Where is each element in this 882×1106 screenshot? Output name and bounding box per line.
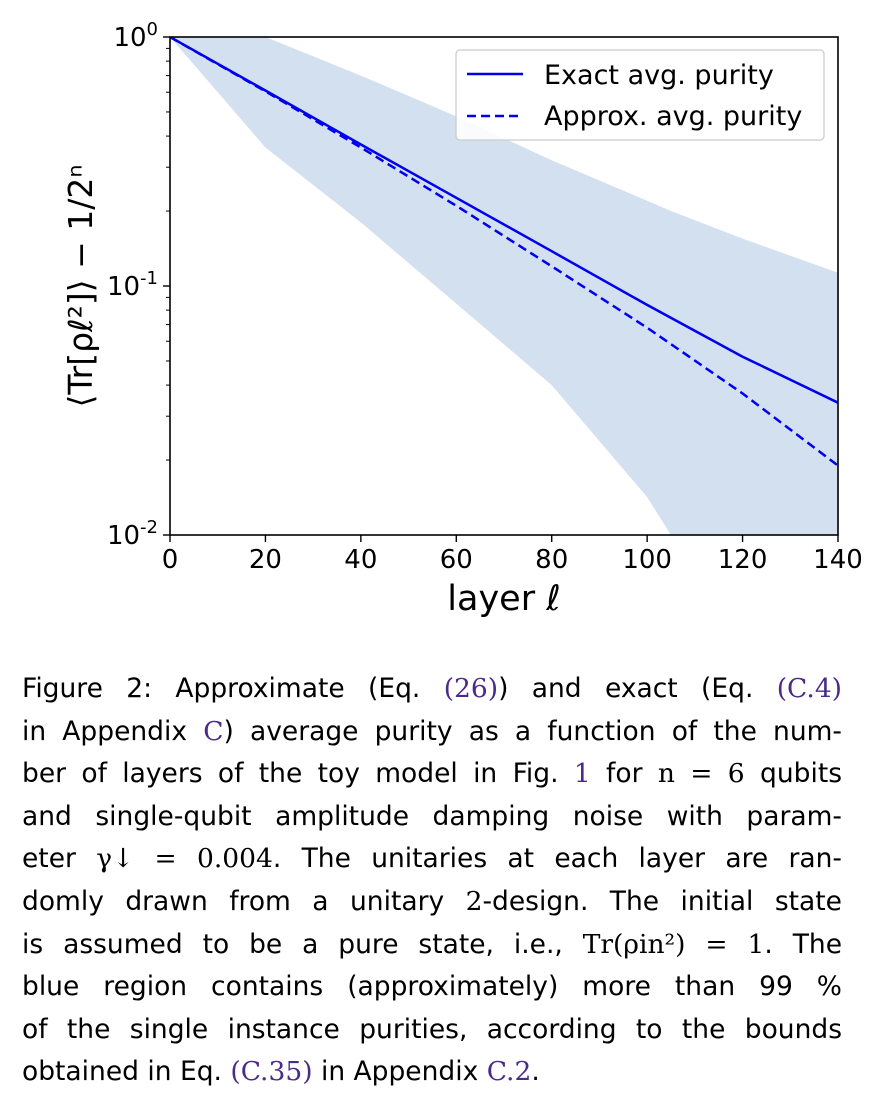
purity-figure: 0 20 40 60 80 100 120 140 100 10-1 10-2 layer ℓ ⟨…: [61, 19, 863, 619]
series-approx-line: [170, 37, 838, 467]
caption-reference-link[interactable]: 1: [573, 758, 591, 790]
caption-math: 2: [465, 885, 483, 917]
caption-text: qubits: [744, 758, 843, 790]
caption-text: and single-qubit amplitude damping noise…: [22, 800, 842, 832]
caption-line: domly drawn from a unitary 2-design. The…: [22, 881, 842, 924]
caption-reference-link[interactable]: (C.35): [230, 1056, 313, 1088]
caption-math: γ↓ = 0.004: [96, 843, 273, 875]
purity-chart: 0 20 40 60 80 100 120 140 100 10-1 10-2 layer ℓ ⟨…: [61, 19, 863, 619]
caption-text: .: [531, 1056, 540, 1088]
y-tick-label: 10-2: [107, 517, 158, 551]
legend-box: [455, 49, 825, 141]
caption-text: . The unitaries at each layer are ran-: [272, 843, 842, 875]
confidence-band: [170, 37, 838, 535]
x-axis-label: layer ℓ: [447, 579, 560, 619]
x-tick-label: 20: [249, 545, 282, 575]
caption-text: in Appendix: [312, 1056, 487, 1088]
caption-reference-link[interactable]: C: [203, 715, 224, 747]
x-tick-label: 0: [162, 545, 179, 575]
x-tick-label: 140: [813, 545, 863, 575]
caption-line: ber of layers of the toy model in Fig. 1…: [22, 753, 842, 796]
legend-label-exact: Exact avg. purity: [544, 60, 774, 91]
caption-line: obtained in Eq. (C.35) in Appendix C.2.: [22, 1051, 842, 1094]
caption-reference-link[interactable]: (26): [443, 673, 499, 704]
caption-line: blue region contains (approximately) mor…: [22, 966, 842, 1009]
caption-text: . The: [764, 928, 842, 960]
caption-text: ber of layers of the toy model in Fig.: [22, 758, 574, 790]
caption-text: obtained in Eq.: [22, 1056, 231, 1088]
x-tick-label: 80: [535, 545, 568, 575]
x-tick-label: 120: [718, 545, 768, 575]
caption-text: ) and exact (Eq.: [498, 673, 777, 704]
y-axis-label: ⟨Tr[ρℓ²]⟩ − 1/2ⁿ: [61, 164, 100, 407]
caption-reference-link[interactable]: C.2: [486, 1056, 532, 1088]
caption-text: for: [590, 758, 658, 790]
caption-line: of the single instance purities, accordi…: [22, 1009, 842, 1052]
caption-text: is assumed to be a pure state, i.e.,: [22, 928, 583, 960]
x-tick-label: 40: [344, 545, 377, 575]
caption-text: blue region contains (approximately) mor…: [22, 971, 842, 1003]
caption-line: is assumed to be a pure state, i.e., Tr(…: [22, 924, 842, 967]
y-tick-label: 100: [113, 19, 158, 53]
caption-text: of the single instance purities, accordi…: [22, 1013, 842, 1045]
caption-math: Tr(ρin²) = 1: [582, 928, 765, 960]
caption-text: Figure 2: Approximate (Eq.: [22, 673, 444, 704]
y-tick-label: 10-1: [107, 268, 158, 302]
caption-line: Figure 2: Approximate (Eq. (26)) and exa…: [22, 668, 842, 711]
caption-line: eter γ↓ = 0.004. The unitaries at each l…: [22, 838, 842, 881]
caption-text: domly drawn from a unitary: [22, 885, 466, 917]
x-tick-label: 100: [622, 545, 672, 575]
x-tick-label: 60: [440, 545, 473, 575]
caption-text: in Appendix: [22, 715, 204, 747]
caption-reference-link[interactable]: (C.4): [776, 673, 843, 704]
caption-text: ) average purity as a function of the nu…: [223, 715, 842, 747]
caption-text: eter: [22, 843, 97, 875]
legend: Exact avg. purity Approx. avg. purity: [455, 49, 825, 141]
caption-math: n = 6: [657, 758, 745, 790]
legend-label-approx: Approx. avg. purity: [544, 101, 802, 132]
caption-line: and single-qubit amplitude damping noise…: [22, 796, 842, 839]
caption-line: in Appendix C) average purity as a funct…: [22, 711, 842, 754]
figure-caption: Figure 2: Approximate (Eq. (26)) and exa…: [22, 668, 842, 1094]
caption-text: -design. The initial state: [482, 885, 842, 917]
